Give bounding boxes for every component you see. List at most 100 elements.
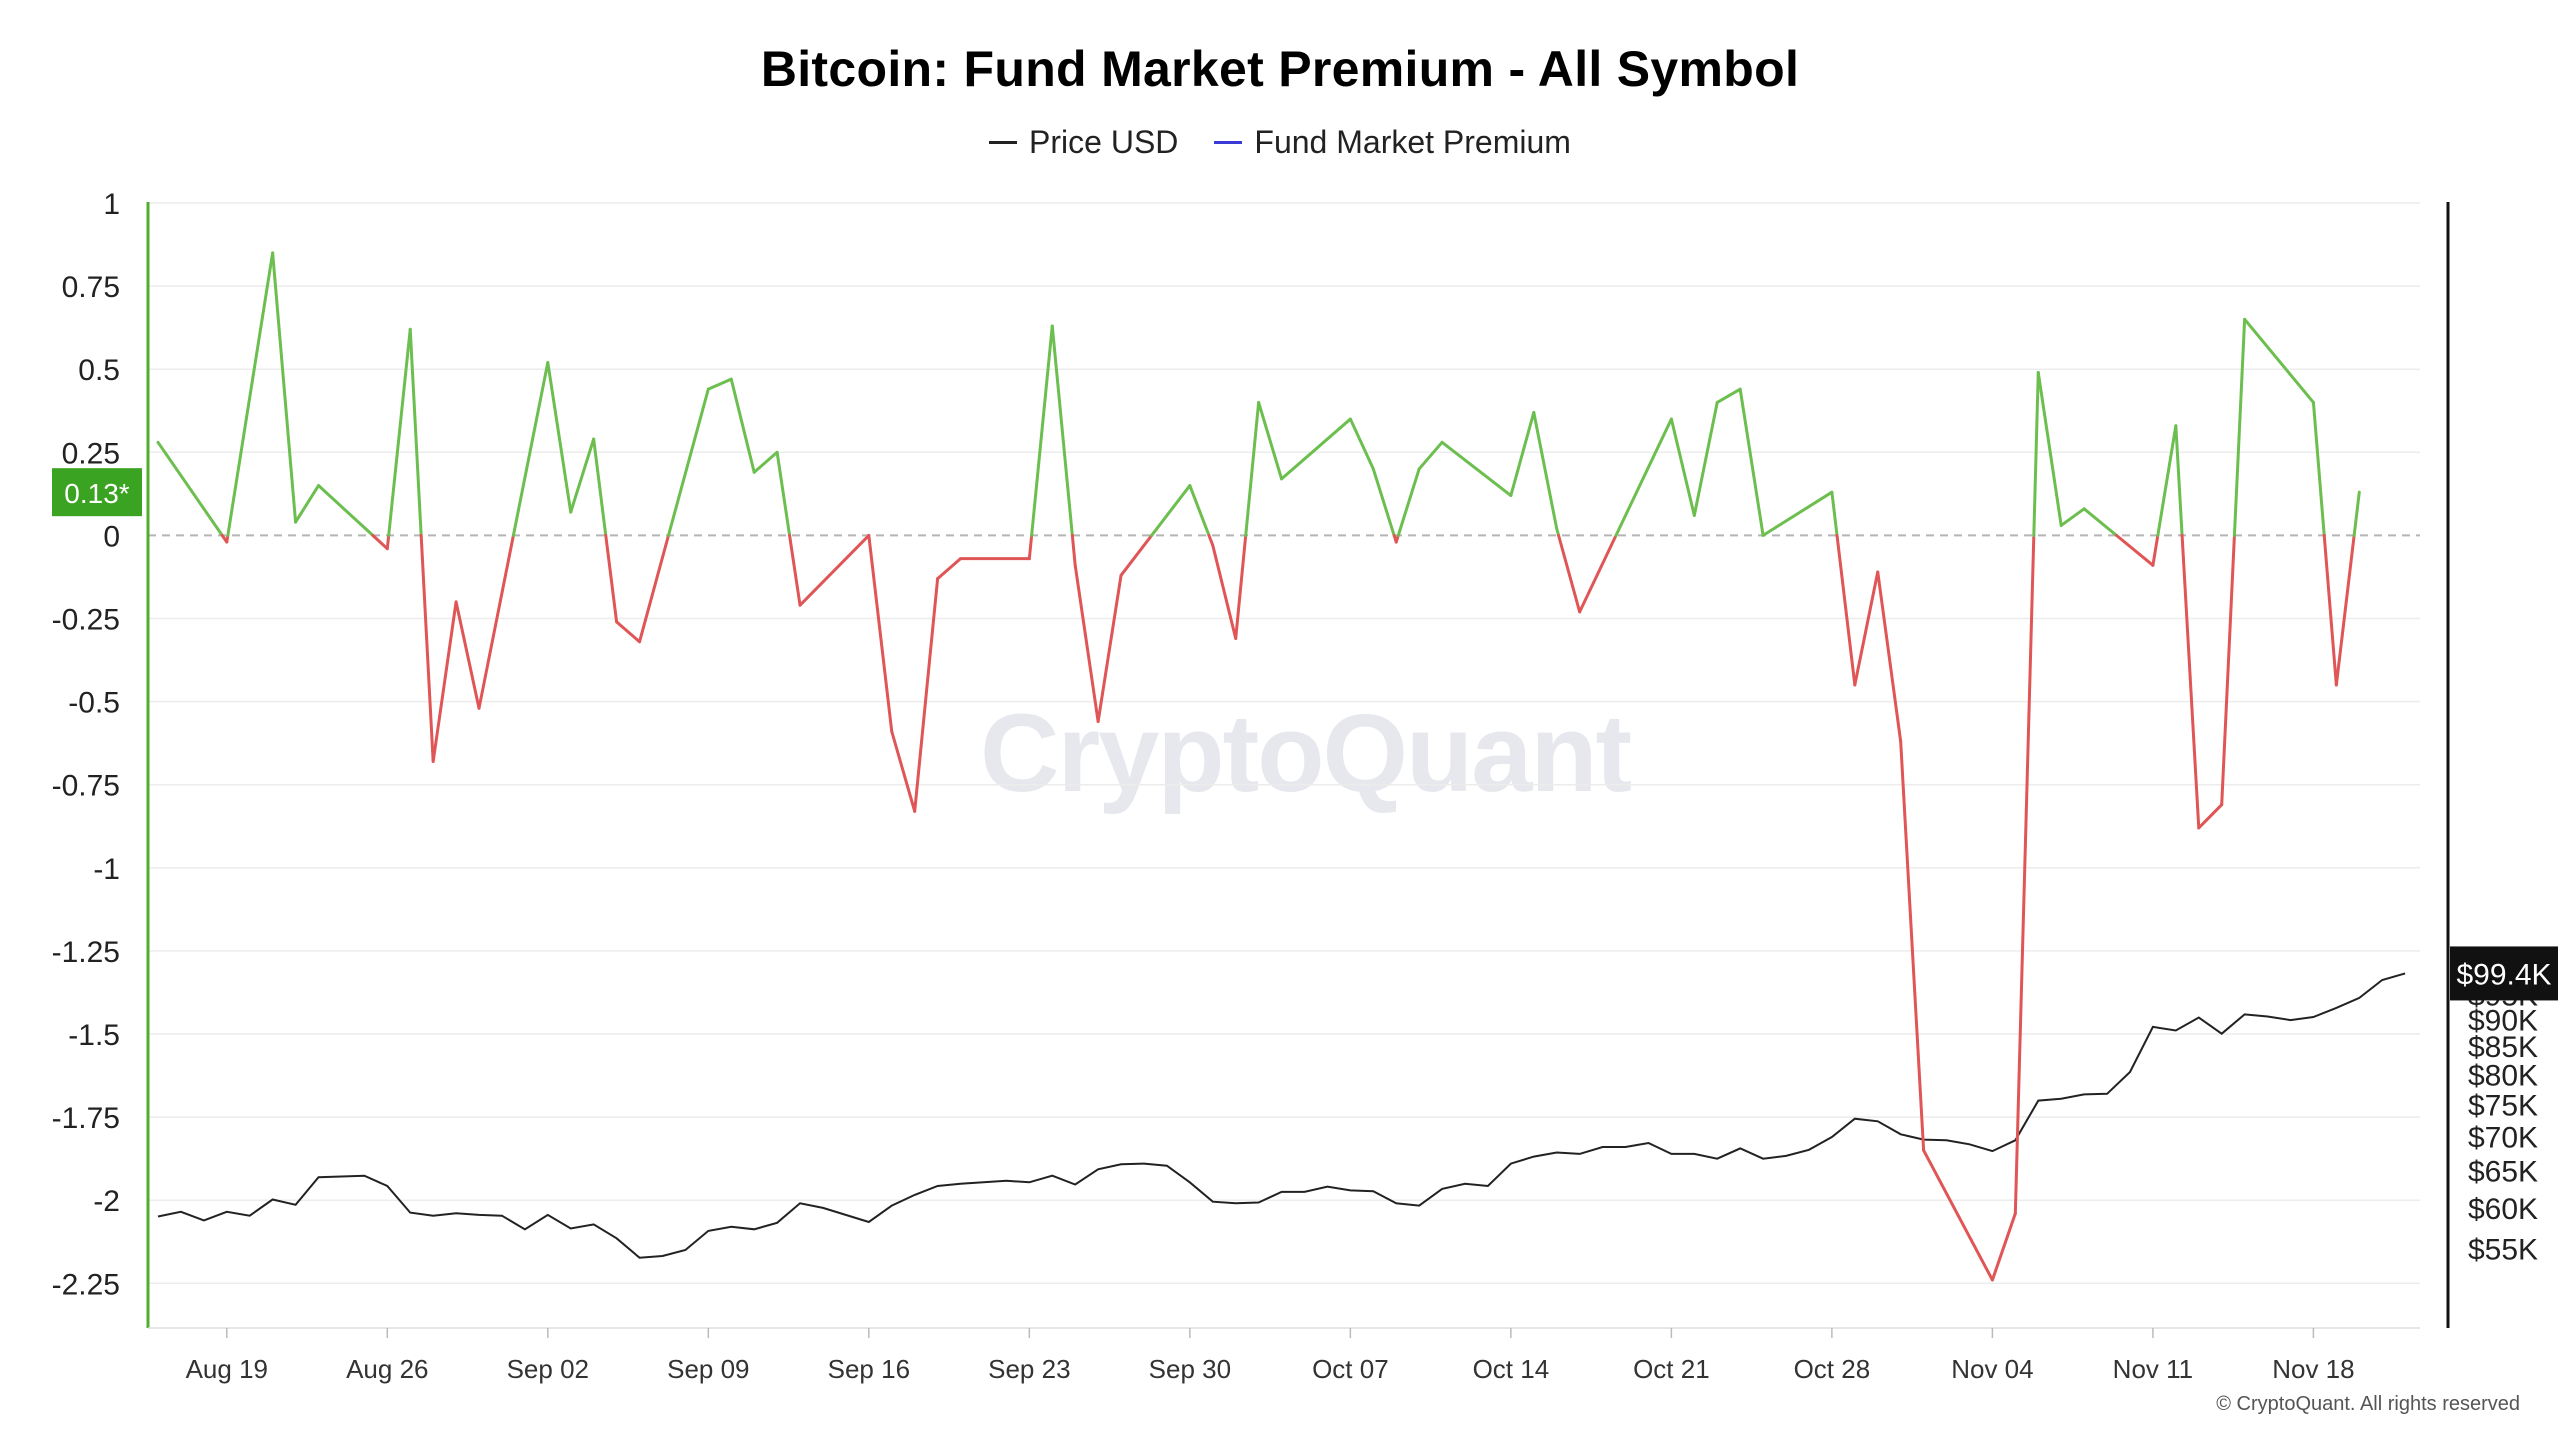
premium-segment	[1371, 467, 1396, 537]
legend-label-premium: Fund Market Premium	[1254, 124, 1571, 160]
premium-segment	[1150, 484, 1192, 537]
price-current-badge	[2450, 946, 2558, 1001]
premium-segment	[1715, 387, 1742, 404]
premium-segment	[1830, 490, 1839, 537]
premium-segment	[615, 620, 642, 644]
premium-segment	[385, 533, 391, 551]
premium-segment	[1440, 440, 1513, 498]
x-tick-label: Sep 09	[667, 1354, 749, 1384]
premium-segment	[156, 440, 224, 537]
legend-label-price: Price USD	[1029, 124, 1179, 160]
x-tick-label: Sep 30	[1149, 1354, 1231, 1384]
premium-segment	[1990, 1211, 2017, 1282]
premium-segment	[1692, 400, 1719, 517]
watermark: CryptoQuant	[980, 692, 1632, 815]
premium-segment	[2032, 371, 2040, 537]
premium-segment	[2220, 533, 2236, 807]
price-usd-line	[157, 972, 2406, 1259]
premium-segment	[2352, 490, 2361, 537]
x-tick-label: Sep 23	[988, 1354, 1070, 1384]
x-tick-label: Nov 04	[1951, 1354, 2033, 1384]
premium-segment	[1738, 387, 1765, 537]
premium-segment	[408, 327, 423, 537]
premium-segment	[1853, 570, 1880, 687]
premium-segment	[2311, 400, 2326, 537]
premium-segment	[2036, 371, 2063, 527]
premium-segment	[2322, 533, 2338, 687]
grid-layer	[148, 202, 2420, 1285]
premium-segment	[1096, 573, 1123, 724]
premium-segment	[1073, 563, 1100, 724]
y-right-tick-label: $75K	[2468, 1089, 2538, 1122]
y-right-tick-label: $70K	[2468, 1121, 2538, 1154]
premium-segment	[546, 361, 573, 514]
premium-segment	[454, 600, 481, 710]
premium-segment	[788, 533, 802, 607]
premium-segment	[1835, 533, 1857, 687]
x-tick-label: Oct 14	[1473, 1354, 1550, 1384]
y-right-tick-label: $80K	[2468, 1059, 2538, 1092]
premium-segment	[638, 533, 670, 644]
premium-segment	[371, 533, 389, 551]
premium-segment	[2013, 533, 2036, 1215]
premium-segment	[2082, 507, 2118, 537]
premium-segment	[1614, 417, 1673, 537]
premium-segment	[775, 450, 792, 537]
premium-segment	[511, 361, 550, 537]
legend: Price USD Fund Market Premium	[0, 124, 2560, 161]
premium-segment	[1876, 570, 1903, 743]
premium-segment	[1188, 484, 1211, 537]
premium-segment	[1257, 400, 1284, 481]
price-current-label: $99.4K	[2456, 958, 2551, 991]
premium-segment	[1509, 410, 1536, 498]
premium-segment	[913, 577, 940, 813]
premium-segment	[2059, 507, 2086, 527]
y-left-tick-label: 0.5	[78, 354, 120, 387]
premium-segment	[387, 327, 412, 537]
legend-item-premium[interactable]: Fund Market Premium	[1214, 124, 1571, 161]
premium-segment	[431, 600, 458, 763]
premium-segment	[419, 533, 435, 763]
premium-segment	[569, 437, 596, 514]
premium-current-label: 0.13*	[64, 478, 129, 509]
y-right-tick-label: $65K	[2468, 1156, 2538, 1189]
y-left-tick-label: -1.75	[52, 1102, 120, 1135]
premium-segment	[2174, 424, 2184, 537]
premium-segment	[1027, 533, 1034, 561]
y-right-tick-label: $90K	[2468, 1005, 2538, 1038]
legend-swatch-premium	[1214, 141, 1243, 144]
y-left-tick-label: -2	[93, 1185, 120, 1218]
badge-layer: 0.13* $99.4K	[52, 468, 2558, 1001]
y-left-tick-label: -0.25	[52, 604, 120, 637]
legend-item-price[interactable]: Price USD	[989, 124, 1178, 161]
premium-segment	[477, 533, 515, 710]
premium-segment	[1578, 533, 1618, 614]
premium-segment	[592, 437, 608, 537]
x-tick-label: Aug 19	[186, 1354, 268, 1384]
premium-segment	[226, 251, 275, 537]
premium-segment	[1922, 1148, 1994, 1282]
premium-segment	[1280, 417, 1352, 481]
y-left-tick-label: -0.75	[52, 770, 120, 803]
premium-segment	[1119, 533, 1154, 577]
premium-segment	[729, 377, 756, 474]
chart-title: Bitcoin: Fund Market Premium - All Symbo…	[760, 41, 1800, 97]
legend-swatch-price	[989, 141, 1018, 144]
premium-segment	[2180, 533, 2201, 830]
premium-segment	[271, 251, 298, 524]
premium-segment	[1532, 410, 1559, 531]
premium-segment	[2334, 533, 2356, 687]
y-left-tick-label: -1.25	[52, 936, 120, 969]
x-tick-label: Sep 02	[507, 1354, 589, 1384]
x-tick-label: Nov 11	[2113, 1354, 2193, 1384]
premium-segment	[2232, 317, 2247, 537]
series-layer	[156, 251, 2406, 1282]
premium-segment	[1234, 533, 1248, 640]
copyright-notice: © CryptoQuant. All rights reserved	[2216, 1393, 2520, 1415]
y-left-tick-label: 0.25	[62, 437, 120, 470]
premium-segment	[2151, 533, 2160, 567]
y-left-tick-label: 0.75	[62, 271, 120, 304]
premium-segment	[604, 533, 619, 624]
y-right-tick-label: $60K	[2468, 1193, 2538, 1226]
